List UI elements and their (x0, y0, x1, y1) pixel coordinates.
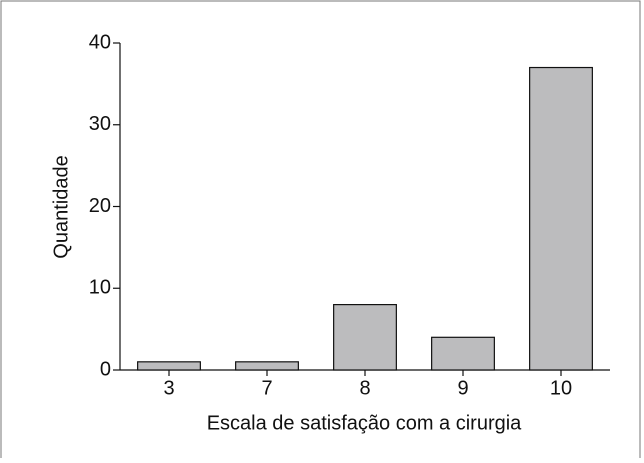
y-tick-label: 20 (89, 195, 111, 217)
x-tick-label: 8 (359, 377, 370, 399)
x-tick-label: 9 (457, 377, 468, 399)
y-tick-label: 10 (89, 277, 111, 299)
y-tick-label: 0 (100, 358, 111, 380)
x-tick-label: 7 (261, 377, 272, 399)
bar (333, 304, 397, 371)
x-axis-label: Escala de satisfação com a cirurgia (207, 412, 522, 434)
x-tick-label: 10 (550, 377, 572, 399)
y-axis-label: Quantidade (50, 155, 72, 258)
bar (431, 336, 495, 371)
bar (529, 66, 593, 371)
x-tick-label: 3 (163, 377, 174, 399)
bar (235, 361, 299, 371)
bar (137, 361, 201, 371)
y-tick-label: 40 (89, 31, 111, 53)
y-tick-label: 30 (89, 113, 111, 135)
